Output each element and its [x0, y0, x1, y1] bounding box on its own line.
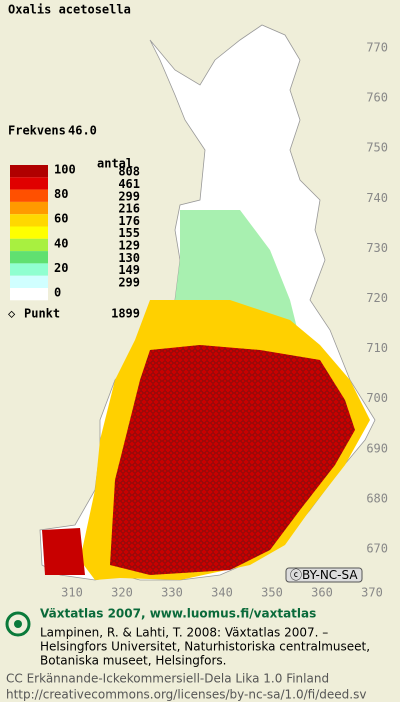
legend-swatch: [10, 251, 48, 264]
citation-line: Botaniska museet, Helsingfors.: [40, 654, 227, 668]
northing-label: 730: [366, 241, 388, 255]
legend-swatch: [10, 165, 48, 178]
logo: [5, 611, 31, 637]
footer-heading: Växtatlas 2007, www.luomus.fi/vaxtatlas: [40, 607, 316, 621]
northing-label: 770: [366, 41, 388, 55]
citation-line: Helsingfors Universitet, Naturhistoriska…: [40, 640, 370, 654]
legend-scale-label: 40: [54, 236, 68, 250]
legend: 8084612992161761551291301492991008060402…: [10, 163, 140, 301]
easting-label: 330: [161, 586, 183, 600]
legend-swatch: [10, 238, 48, 252]
legend-scale-label: 20: [54, 261, 68, 275]
legend-scale-label: 60: [54, 212, 68, 226]
legend-swatch: [10, 214, 48, 227]
legend-count: 155: [118, 226, 140, 240]
logo-core: [14, 620, 22, 628]
legend-swatch: [10, 226, 48, 239]
frequency-label: Frekvens: [8, 124, 66, 138]
easting-label: 340: [211, 586, 233, 600]
legend-count: 461: [118, 177, 140, 191]
license-badge: [285, 567, 363, 583]
legend-count: 216: [118, 202, 140, 216]
legend-scale-label: 100: [54, 163, 76, 177]
point-hatching: [110, 345, 355, 575]
easting-label: 350: [261, 586, 283, 600]
easting-label: 360: [311, 586, 333, 600]
point-count: 1899: [111, 307, 140, 321]
count-header: antal: [97, 157, 133, 171]
legend-swatch: [10, 201, 48, 215]
point-symbol: ◇: [8, 307, 16, 321]
legend-swatch: [10, 275, 48, 288]
legend-swatch: [10, 189, 48, 202]
northing-label: 690: [366, 441, 388, 455]
northing-label: 740: [366, 191, 388, 205]
license-badge-text: BY-NC-SA: [302, 568, 358, 582]
frequency-value: 46.0: [68, 124, 97, 138]
northing-label: 720: [366, 291, 388, 305]
legend-scale-label: 0: [54, 286, 61, 300]
northing-label: 680: [366, 491, 388, 505]
region-dense-west: [42, 528, 85, 575]
title: Oxalis acetosella: [8, 3, 131, 17]
axes: 770 760 750 740 730 720 710 700 690 680 670 310 320 3…: [61, 41, 388, 600]
northing-label: 760: [366, 91, 388, 105]
legend-count: 299: [118, 189, 140, 203]
legend-swatch-empty: [10, 288, 48, 301]
northing-label: 670: [366, 542, 388, 556]
license-icon: ⓒ: [290, 568, 302, 582]
legend-swatch: [10, 177, 48, 190]
legend-count: 130: [118, 251, 140, 265]
easting-label: 310: [61, 586, 83, 600]
legend-scale-label: 80: [54, 187, 68, 201]
northing-label: 750: [366, 141, 388, 155]
legend-count: 176: [118, 214, 140, 228]
license-line: http://creativecommons.org/licenses/by-n…: [6, 688, 366, 702]
northing-label: 710: [366, 341, 388, 355]
legend-count: 808: [118, 165, 140, 179]
legend-count: 149: [118, 263, 140, 277]
point-label: Punkt: [24, 307, 60, 321]
legend-count: 129: [118, 238, 140, 252]
license-line: CC Erkännande-Ickekommersiell-Dela Lika …: [6, 672, 329, 686]
legend-swatch: [10, 263, 48, 276]
northing-label: 700: [366, 391, 388, 405]
easting-label: 370: [361, 586, 383, 600]
easting-label: 320: [111, 586, 133, 600]
citation-line: Lampinen, R. & Lahti, T. 2008: Växtatlas…: [40, 626, 328, 640]
legend-count: 299: [118, 275, 140, 289]
